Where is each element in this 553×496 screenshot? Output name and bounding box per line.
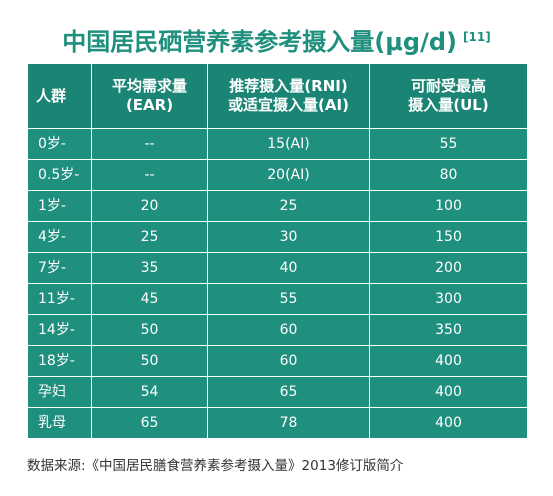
- cell-ul: 400: [369, 407, 528, 439]
- cell-ul: 400: [369, 345, 528, 377]
- cell-ear: 50: [91, 314, 208, 346]
- table-row: 4岁- 25 30 150: [27, 221, 528, 253]
- cell-rni: 60: [207, 314, 370, 346]
- cell-population: 18岁-: [27, 345, 92, 377]
- cell-population: 1岁-: [27, 190, 92, 222]
- cell-population: 0.5岁-: [27, 159, 92, 191]
- cell-rni: 55: [207, 283, 370, 315]
- cell-rni: 30: [207, 221, 370, 253]
- cell-rni: 15(AI): [207, 128, 370, 160]
- header-population-line: 人群: [36, 86, 67, 105]
- cell-ear: 25: [91, 221, 208, 253]
- header-ear: 平均需求量 (EAR): [91, 63, 208, 129]
- cell-ul: 400: [369, 376, 528, 408]
- cell-ul: 300: [369, 283, 528, 315]
- cell-ul: 80: [369, 159, 528, 191]
- cell-ear: 65: [91, 407, 208, 439]
- table-row: 14岁- 50 60 350: [27, 314, 528, 346]
- cell-population: 7岁-: [27, 252, 92, 284]
- cell-ear: --: [91, 159, 208, 191]
- table-row: 18岁- 50 60 400: [27, 345, 528, 377]
- header-population: 人群: [27, 63, 92, 129]
- cell-ear: 20: [91, 190, 208, 222]
- cell-rni: 78: [207, 407, 370, 439]
- cell-ear: --: [91, 128, 208, 160]
- table-row: 7岁- 35 40 200: [27, 252, 528, 284]
- header-ear-line-1: 平均需求量: [111, 77, 187, 95]
- cell-ear: 50: [91, 345, 208, 377]
- header-row: 人群 平均需求量 (EAR) 推荐摄入量(RNI) 或适宜摄入量(AI) 可耐受…: [27, 63, 528, 129]
- cell-ul: 350: [369, 314, 528, 346]
- cell-ul: 55: [369, 128, 528, 160]
- cell-population: 11岁-: [27, 283, 92, 315]
- header-rni-ai: 推荐摄入量(RNI) 或适宜摄入量(AI): [207, 63, 370, 129]
- cell-rni: 65: [207, 376, 370, 408]
- header-ul-line-1: 可耐受最高: [410, 77, 486, 95]
- table-row: 1岁- 20 25 100: [27, 190, 528, 222]
- cell-ear: 35: [91, 252, 208, 284]
- page-title: 中国居民硒营养素参考摄入量(μg/d) [11]: [0, 22, 553, 57]
- table-row: 11岁- 45 55 300: [27, 283, 528, 315]
- table-row: 0岁- -- 15(AI) 55: [27, 128, 528, 160]
- cell-population: 孕妇: [27, 376, 92, 408]
- cell-population: 乳母: [27, 407, 92, 439]
- source-note: 数据来源:《中国居民膳食营养素参考摄入量》2013修订版简介: [27, 458, 404, 474]
- table-row: 乳母 65 78 400: [27, 407, 528, 439]
- title-text: 中国居民硒营养素参考摄入量(μg/d): [62, 28, 458, 56]
- table-row: 0.5岁- -- 20(AI) 80: [27, 159, 528, 191]
- cell-ul: 200: [369, 252, 528, 284]
- header-ul: 可耐受最高 摄入量(UL): [369, 63, 528, 129]
- cell-ear: 45: [91, 283, 208, 315]
- cell-rni: 40: [207, 252, 370, 284]
- cell-ear: 54: [91, 376, 208, 408]
- cell-rni: 25: [207, 190, 370, 222]
- intake-table: 人群 平均需求量 (EAR) 推荐摄入量(RNI) 或适宜摄入量(AI) 可耐受…: [27, 63, 528, 439]
- cell-ul: 150: [369, 221, 528, 253]
- cell-rni: 20(AI): [207, 159, 370, 191]
- header-rni-line-2: 或适宜摄入量(AI): [228, 96, 349, 114]
- cell-rni: 60: [207, 345, 370, 377]
- cell-ul: 100: [369, 190, 528, 222]
- reference-mark: [11]: [463, 30, 491, 44]
- header-ul-line-2: 摄入量(UL): [408, 96, 489, 114]
- table-row: 孕妇 54 65 400: [27, 376, 528, 408]
- cell-population: 4岁-: [27, 221, 92, 253]
- cell-population: 14岁-: [27, 314, 92, 346]
- header-rni-line-1: 推荐摄入量(RNI): [229, 77, 348, 95]
- cell-population: 0岁-: [27, 128, 92, 160]
- header-ear-line-2: (EAR): [125, 96, 174, 114]
